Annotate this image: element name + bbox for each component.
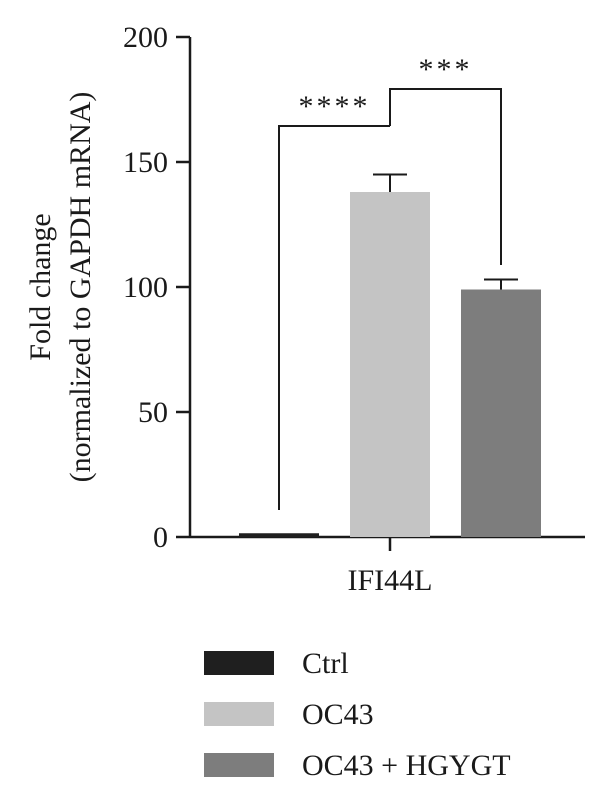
significance-ctrl-oc43-label: **** (299, 90, 371, 123)
y-tick-label: 0 (153, 521, 168, 554)
legend-swatch-ctrl (204, 651, 274, 675)
legend-label-oc43-hgygt: OC43 + HGYGT (302, 749, 511, 782)
significance-ctrl-oc43-bracket (278, 125, 390, 510)
legend-label-oc43: OC43 (302, 698, 374, 731)
error-bars (373, 173, 518, 290)
x-axis (190, 535, 585, 551)
y-tick-label: 200 (123, 21, 168, 54)
bar-ctrl (239, 533, 319, 537)
legend: Ctrl OC43 OC43 + HGYGT (204, 647, 511, 782)
y-tick-label: 100 (123, 271, 168, 304)
significance-oc43-hgygt-bracket (389, 88, 502, 265)
bars (239, 192, 541, 537)
x-category-label: IFI44L (348, 564, 433, 597)
y-tick-label: 50 (138, 396, 168, 429)
legend-swatch-oc43 (204, 702, 274, 726)
significance-brackets: ******* (278, 53, 502, 510)
y-axis-title-line2: (normalized to GAPDH mRNA) (64, 92, 97, 483)
bar-oc43-hgygt (461, 289, 541, 537)
legend-label-ctrl: Ctrl (302, 647, 349, 680)
y-axis-title-line1: Fold change (24, 213, 57, 360)
bar-oc43 (350, 192, 430, 537)
y-tick-label: 150 (123, 146, 168, 179)
y-axis: 0 50 100 150 200 (123, 21, 192, 554)
significance-oc43-hgygt-label: *** (419, 53, 473, 86)
legend-swatch-oc43-hgygt (204, 753, 274, 777)
